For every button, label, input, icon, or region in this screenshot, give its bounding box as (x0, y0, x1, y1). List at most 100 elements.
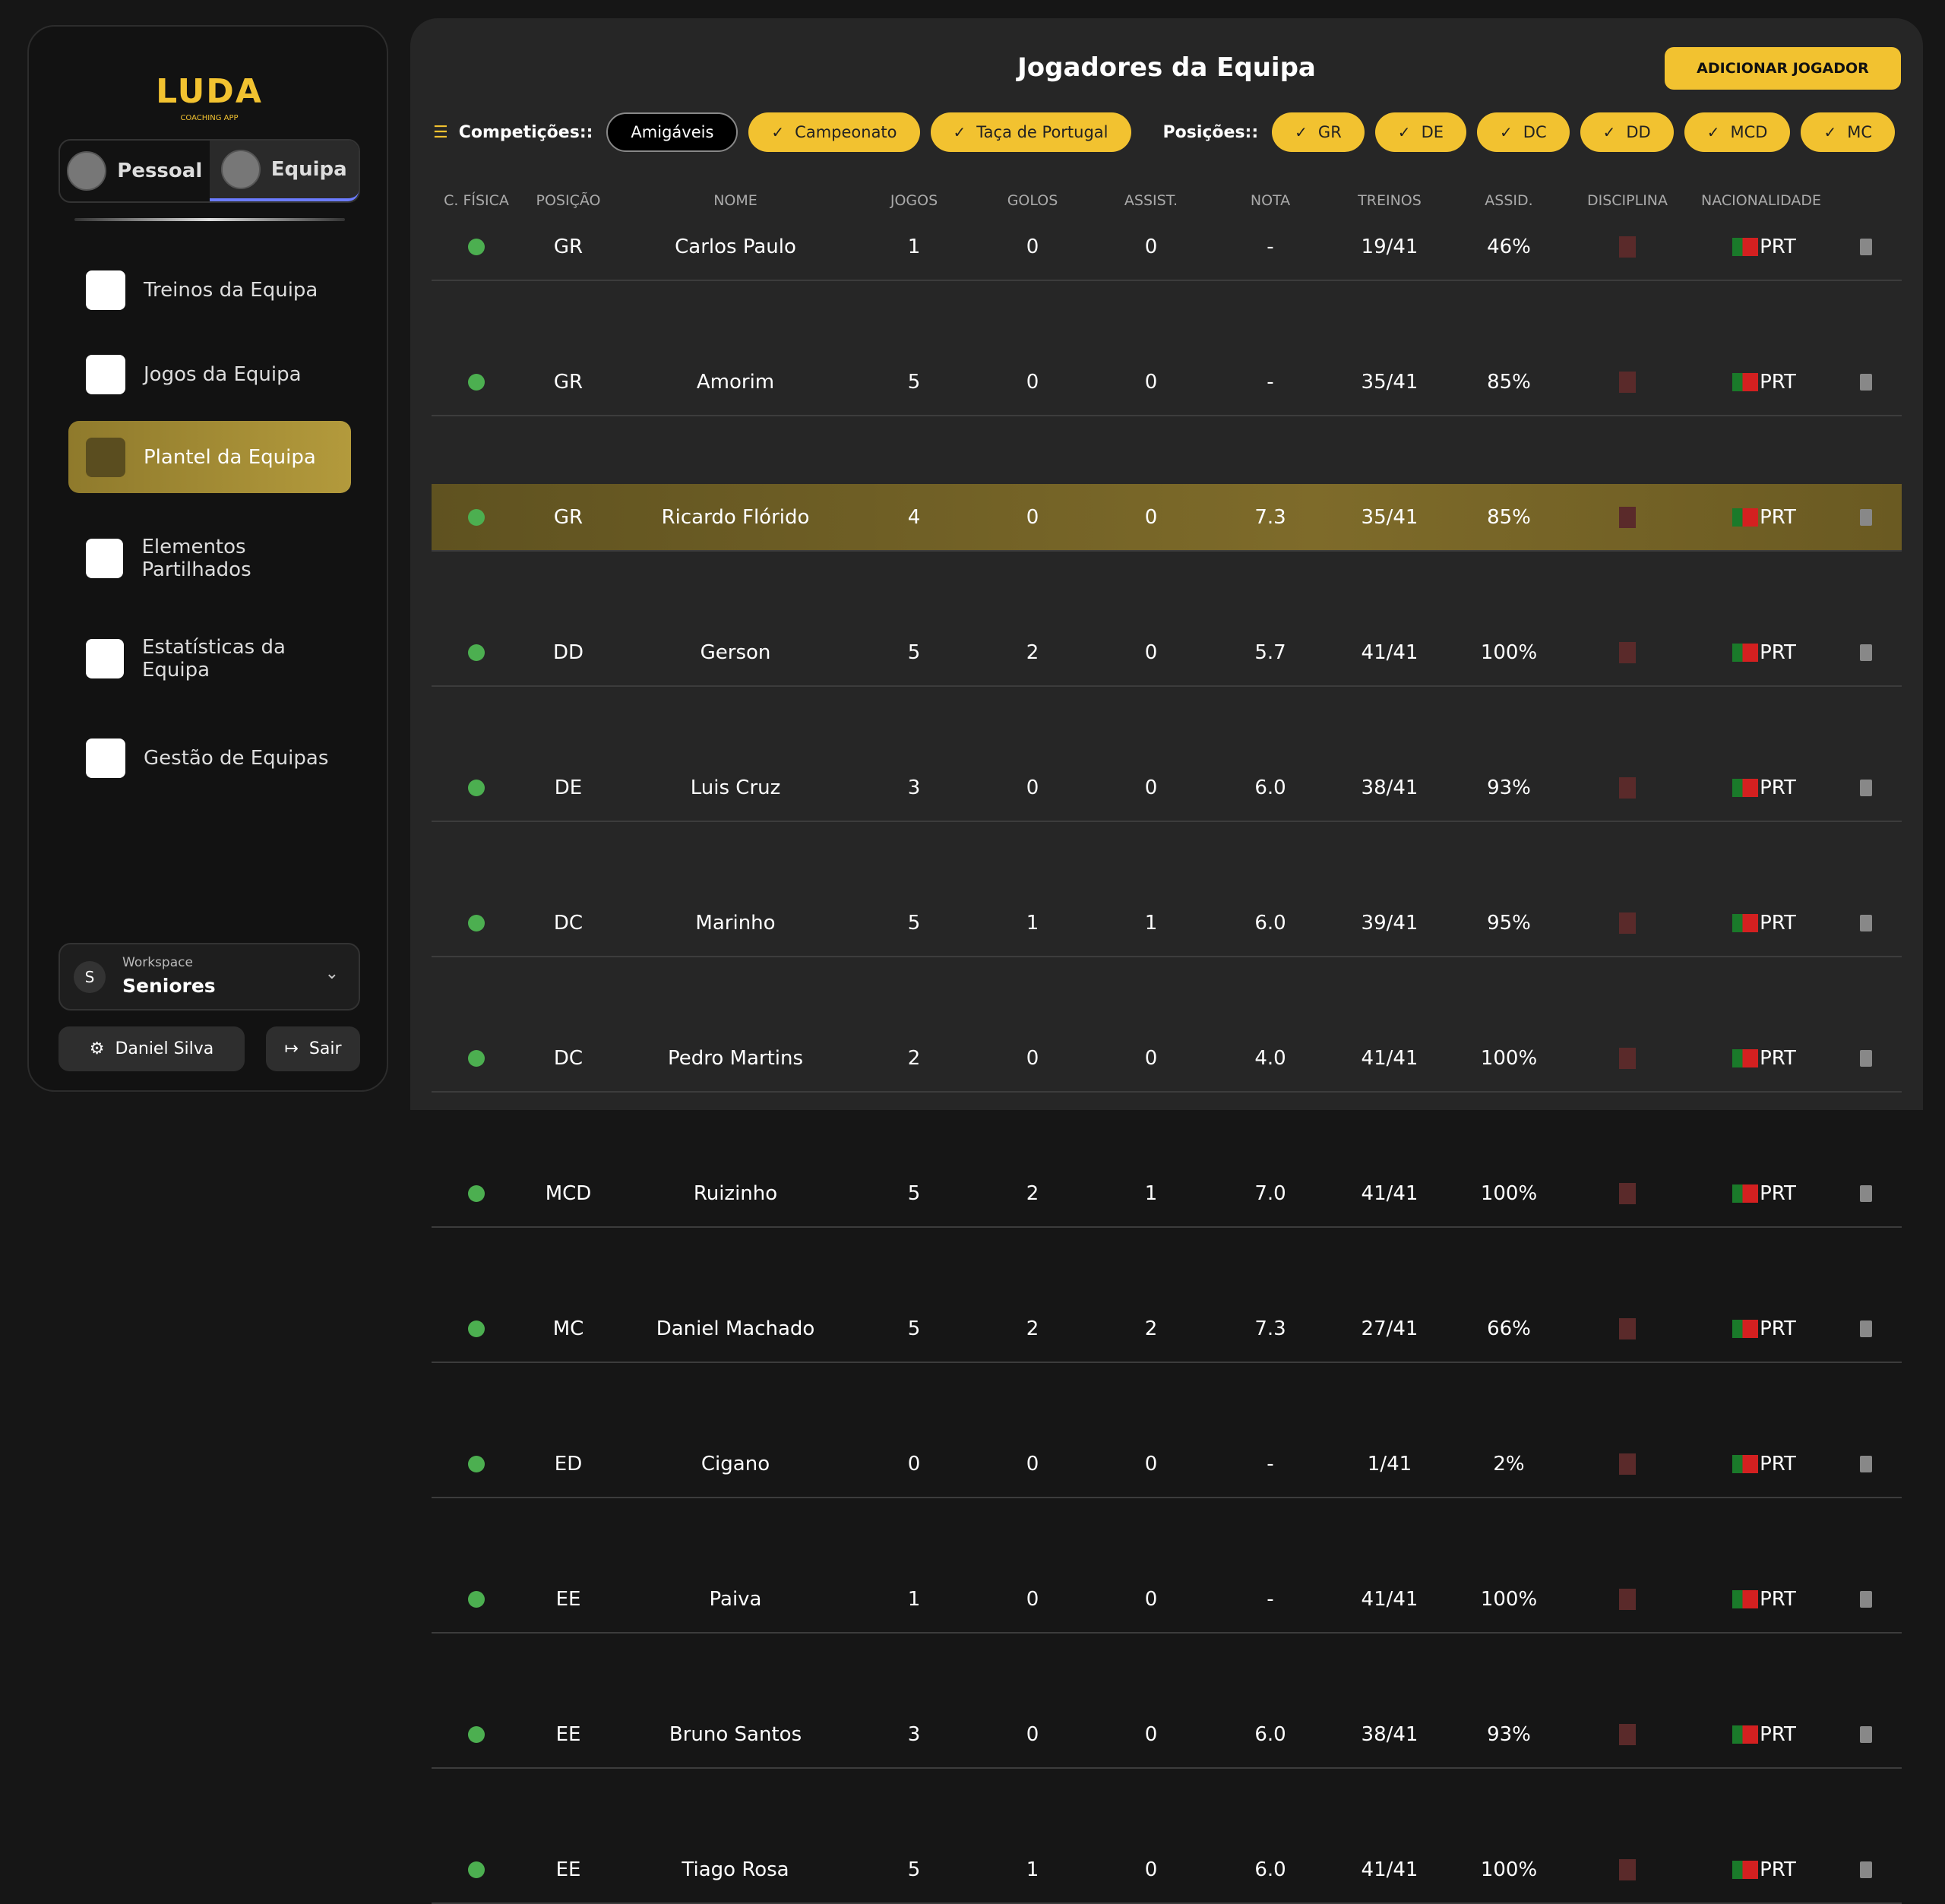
delete-button[interactable] (1860, 1726, 1872, 1743)
add-player-button[interactable]: ADICIONAR JOGADOR (1665, 47, 1901, 90)
avatar (220, 150, 261, 189)
user-button[interactable]: ⚙ Daniel Silva (59, 1026, 245, 1071)
discipline-card (1619, 1318, 1636, 1339)
discipline-card (1619, 1183, 1636, 1204)
tab[interactable]: Equipa (209, 141, 359, 201)
menu-item[interactable]: Elementos Partilhados (68, 522, 351, 594)
chip-label: DE (1421, 123, 1444, 141)
logout-button[interactable]: ↦ Sair (266, 1026, 360, 1071)
table-row[interactable]: DD Gerson 5 2 0 5.7 41/41 100% PRT (432, 619, 1902, 687)
filter-chip[interactable]: ✓ MC (1801, 112, 1896, 152)
table-cell: EE (555, 1588, 581, 1611)
discipline-card (1619, 1859, 1636, 1880)
filter-chip[interactable]: ✓ GR (1272, 112, 1365, 152)
filter-chip[interactable]: ✓ DC (1477, 112, 1570, 152)
table-cell: - (1267, 1588, 1274, 1611)
table-row[interactable]: EE Paiva 1 0 0 - 41/41 100% PRT (432, 1566, 1902, 1634)
delete-button[interactable] (1860, 509, 1872, 526)
table-row[interactable]: ED Cigano 0 0 0 - 1/41 2% PRT (432, 1431, 1902, 1498)
filter-chip[interactable]: ✓ DE (1374, 112, 1467, 152)
fitness-status (468, 239, 485, 255)
chip-label: GR (1317, 123, 1342, 141)
delete-button[interactable] (1860, 644, 1872, 661)
menu-item[interactable]: Gestão de Equipas (68, 722, 351, 794)
table-cell: 100% (1480, 1858, 1538, 1881)
table-cell: 0 (1144, 641, 1158, 664)
table-cell: 0 (1144, 236, 1158, 258)
filter-chip[interactable]: ✓ MCD (1684, 112, 1791, 152)
delete-button[interactable] (1860, 374, 1872, 391)
delete-button[interactable] (1860, 1050, 1872, 1067)
delete-button[interactable] (1860, 1861, 1872, 1878)
discipline-card (1619, 777, 1636, 799)
filter-chip[interactable]: ✓ DD (1580, 112, 1674, 152)
delete-button[interactable] (1860, 239, 1872, 255)
flag (1732, 1320, 1758, 1338)
table-row[interactable]: MCD Ruizinho 5 2 1 7.0 41/41 100% PRT (432, 1160, 1902, 1228)
delete-button[interactable] (1860, 1456, 1872, 1472)
delete-button[interactable] (1860, 915, 1872, 931)
check-icon: ✓ (771, 123, 785, 141)
nationality: PRT (1760, 1588, 1796, 1611)
table-cell: 0 (1026, 371, 1039, 394)
table-cell: - (1267, 236, 1274, 258)
filter-chip[interactable]: ✓ Taça de Portugal (930, 112, 1131, 152)
table-row[interactable]: DC Pedro Martins 2 0 0 4.0 41/41 100% PRT (432, 1025, 1902, 1093)
page: LUDA COACHING APP Pessoal Equipa Treinos… (27, 18, 1923, 1904)
flag (1732, 508, 1758, 527)
table-row[interactable]: GR Carlos Paulo 1 0 0 - 19/41 46% PRT (432, 213, 1902, 281)
menu-icon (86, 538, 124, 578)
nationality: PRT (1760, 641, 1796, 664)
menu-item[interactable]: Estatísticas da Equipa (68, 622, 351, 694)
menu-item[interactable]: Plantel da Equipa (68, 421, 351, 493)
table-cell: 0 (1026, 1588, 1039, 1611)
menu-item[interactable]: Jogos da Equipa (68, 338, 351, 410)
divider (74, 218, 345, 221)
table-row[interactable]: MC Daniel Machado 5 2 2 7.3 27/41 66% PRT (432, 1295, 1902, 1363)
discipline-card (1619, 1048, 1636, 1069)
delete-button[interactable] (1860, 780, 1872, 796)
table-cell: 35/41 (1361, 371, 1418, 394)
sidebar: LUDA COACHING APP Pessoal Equipa Treinos… (27, 25, 388, 1092)
table-cell: MCD (545, 1182, 592, 1205)
table-cell: 7.0 (1254, 1182, 1286, 1205)
filter-chip[interactable]: Amigáveis (606, 112, 738, 152)
delete-button[interactable] (1860, 1591, 1872, 1608)
table-cell: 0 (1144, 1047, 1158, 1070)
table-row[interactable]: EE Bruno Santos 3 0 0 6.0 38/41 93% PRT (432, 1701, 1902, 1769)
column-header: DISCIPLINA (1586, 192, 1668, 209)
filter-chip[interactable]: ✓ Campeonato (748, 112, 920, 152)
logout-icon: ↦ (284, 1039, 299, 1058)
nationality: PRT (1760, 506, 1796, 529)
nationality: PRT (1760, 912, 1796, 935)
menu-item[interactable]: Treinos da Equipa (68, 254, 351, 326)
delete-button[interactable] (1860, 1320, 1872, 1337)
table-cell: DD (552, 641, 584, 664)
table-cell: 0 (1026, 236, 1039, 258)
table-cell: 41/41 (1361, 1588, 1418, 1611)
fitness-status (468, 780, 485, 796)
table-row[interactable]: DC Marinho 5 1 1 6.0 39/41 95% PRT (432, 890, 1902, 957)
menu-icon (86, 437, 125, 477)
table-cell: Carlos Paulo (675, 236, 796, 258)
fitness-status (468, 1320, 485, 1337)
fitness-status (468, 1185, 485, 1202)
table-cell: 7.3 (1254, 1317, 1286, 1340)
flag (1732, 1184, 1758, 1203)
table-row[interactable]: EE Tiago Rosa 5 1 0 6.0 41/41 100% PRT (432, 1836, 1902, 1904)
table-cell: 100% (1480, 1182, 1538, 1205)
table-row[interactable]: GR Ricardo Flórido 4 0 0 7.3 35/41 85% PRT (432, 484, 1902, 552)
fitness-status (468, 915, 485, 931)
table-cell: Ruizinho (693, 1182, 778, 1205)
table-cell: Cigano (701, 1453, 770, 1475)
workspace-selector[interactable]: S Workspace Seniores ⌄ (59, 943, 360, 1011)
table-row[interactable]: GR Amorim 5 0 0 - 35/41 85% PRT (432, 349, 1902, 416)
check-icon: ✓ (1706, 123, 1720, 141)
fitness-status (468, 509, 485, 526)
table-cell: 0 (1026, 1047, 1039, 1070)
tab[interactable]: Pessoal (60, 141, 210, 201)
flag (1732, 644, 1758, 662)
table-cell: 3 (907, 1723, 921, 1746)
delete-button[interactable] (1860, 1185, 1872, 1202)
table-row[interactable]: DE Luis Cruz 3 0 0 6.0 38/41 93% PRT (432, 754, 1902, 822)
